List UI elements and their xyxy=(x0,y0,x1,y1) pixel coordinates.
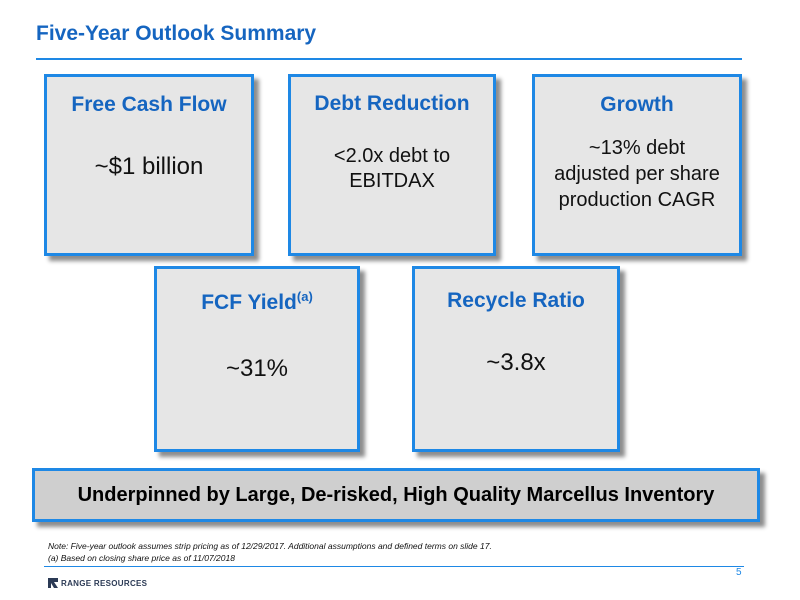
card-title: Free Cash Flow xyxy=(71,93,227,116)
banner-text: Underpinned by Large, De-risked, High Qu… xyxy=(77,483,715,506)
card-title: Growth xyxy=(600,93,674,116)
footnote-line-1: Note: Five-year outlook assumes strip pr… xyxy=(48,541,492,551)
page-title: Five-Year Outlook Summary xyxy=(36,22,317,45)
card-value-line-2: EBITDAX xyxy=(349,170,435,192)
page-number: 5 xyxy=(736,567,742,578)
footnote-marker: (a) xyxy=(296,289,313,304)
logo-text: RANGE RESOURCES xyxy=(61,578,148,588)
card-value: ~3.8x xyxy=(486,349,546,376)
title-divider xyxy=(36,58,742,60)
card-value-line-1: ~13% debt xyxy=(588,137,686,159)
footnote-line-2: (a) Based on closing share price as of 1… xyxy=(48,553,235,563)
range-resources-logo-icon xyxy=(48,578,58,588)
card-growth: Growth ~13% debt adjusted per share prod… xyxy=(532,74,742,256)
card-value-line-1: <2.0x debt to xyxy=(333,145,451,167)
card-title: FCF Yield(a) xyxy=(157,289,357,315)
summary-banner: Underpinned by Large, De-risked, High Qu… xyxy=(32,468,760,522)
card-title-text: FCF Yield xyxy=(201,291,297,314)
card-value: ~$1 billion xyxy=(94,153,204,180)
card-title: Recycle Ratio xyxy=(447,289,585,312)
card-title: Debt Reduction xyxy=(314,92,470,115)
card-recycle-ratio: Recycle Ratio ~3.8x xyxy=(412,266,620,452)
card-free-cash-flow: Free Cash Flow ~$1 billion xyxy=(44,74,254,256)
card-value-line-2: adjusted per share xyxy=(554,163,720,185)
footer-divider xyxy=(44,566,744,567)
card-value: ~31% xyxy=(225,355,289,382)
card-fcf-yield: FCF Yield(a) ~31% xyxy=(154,266,360,452)
company-logo: RANGE RESOURCES xyxy=(48,578,147,588)
card-debt-reduction: Debt Reduction <2.0x debt to EBITDAX xyxy=(288,74,496,256)
card-value-line-3: production CAGR xyxy=(558,189,716,211)
